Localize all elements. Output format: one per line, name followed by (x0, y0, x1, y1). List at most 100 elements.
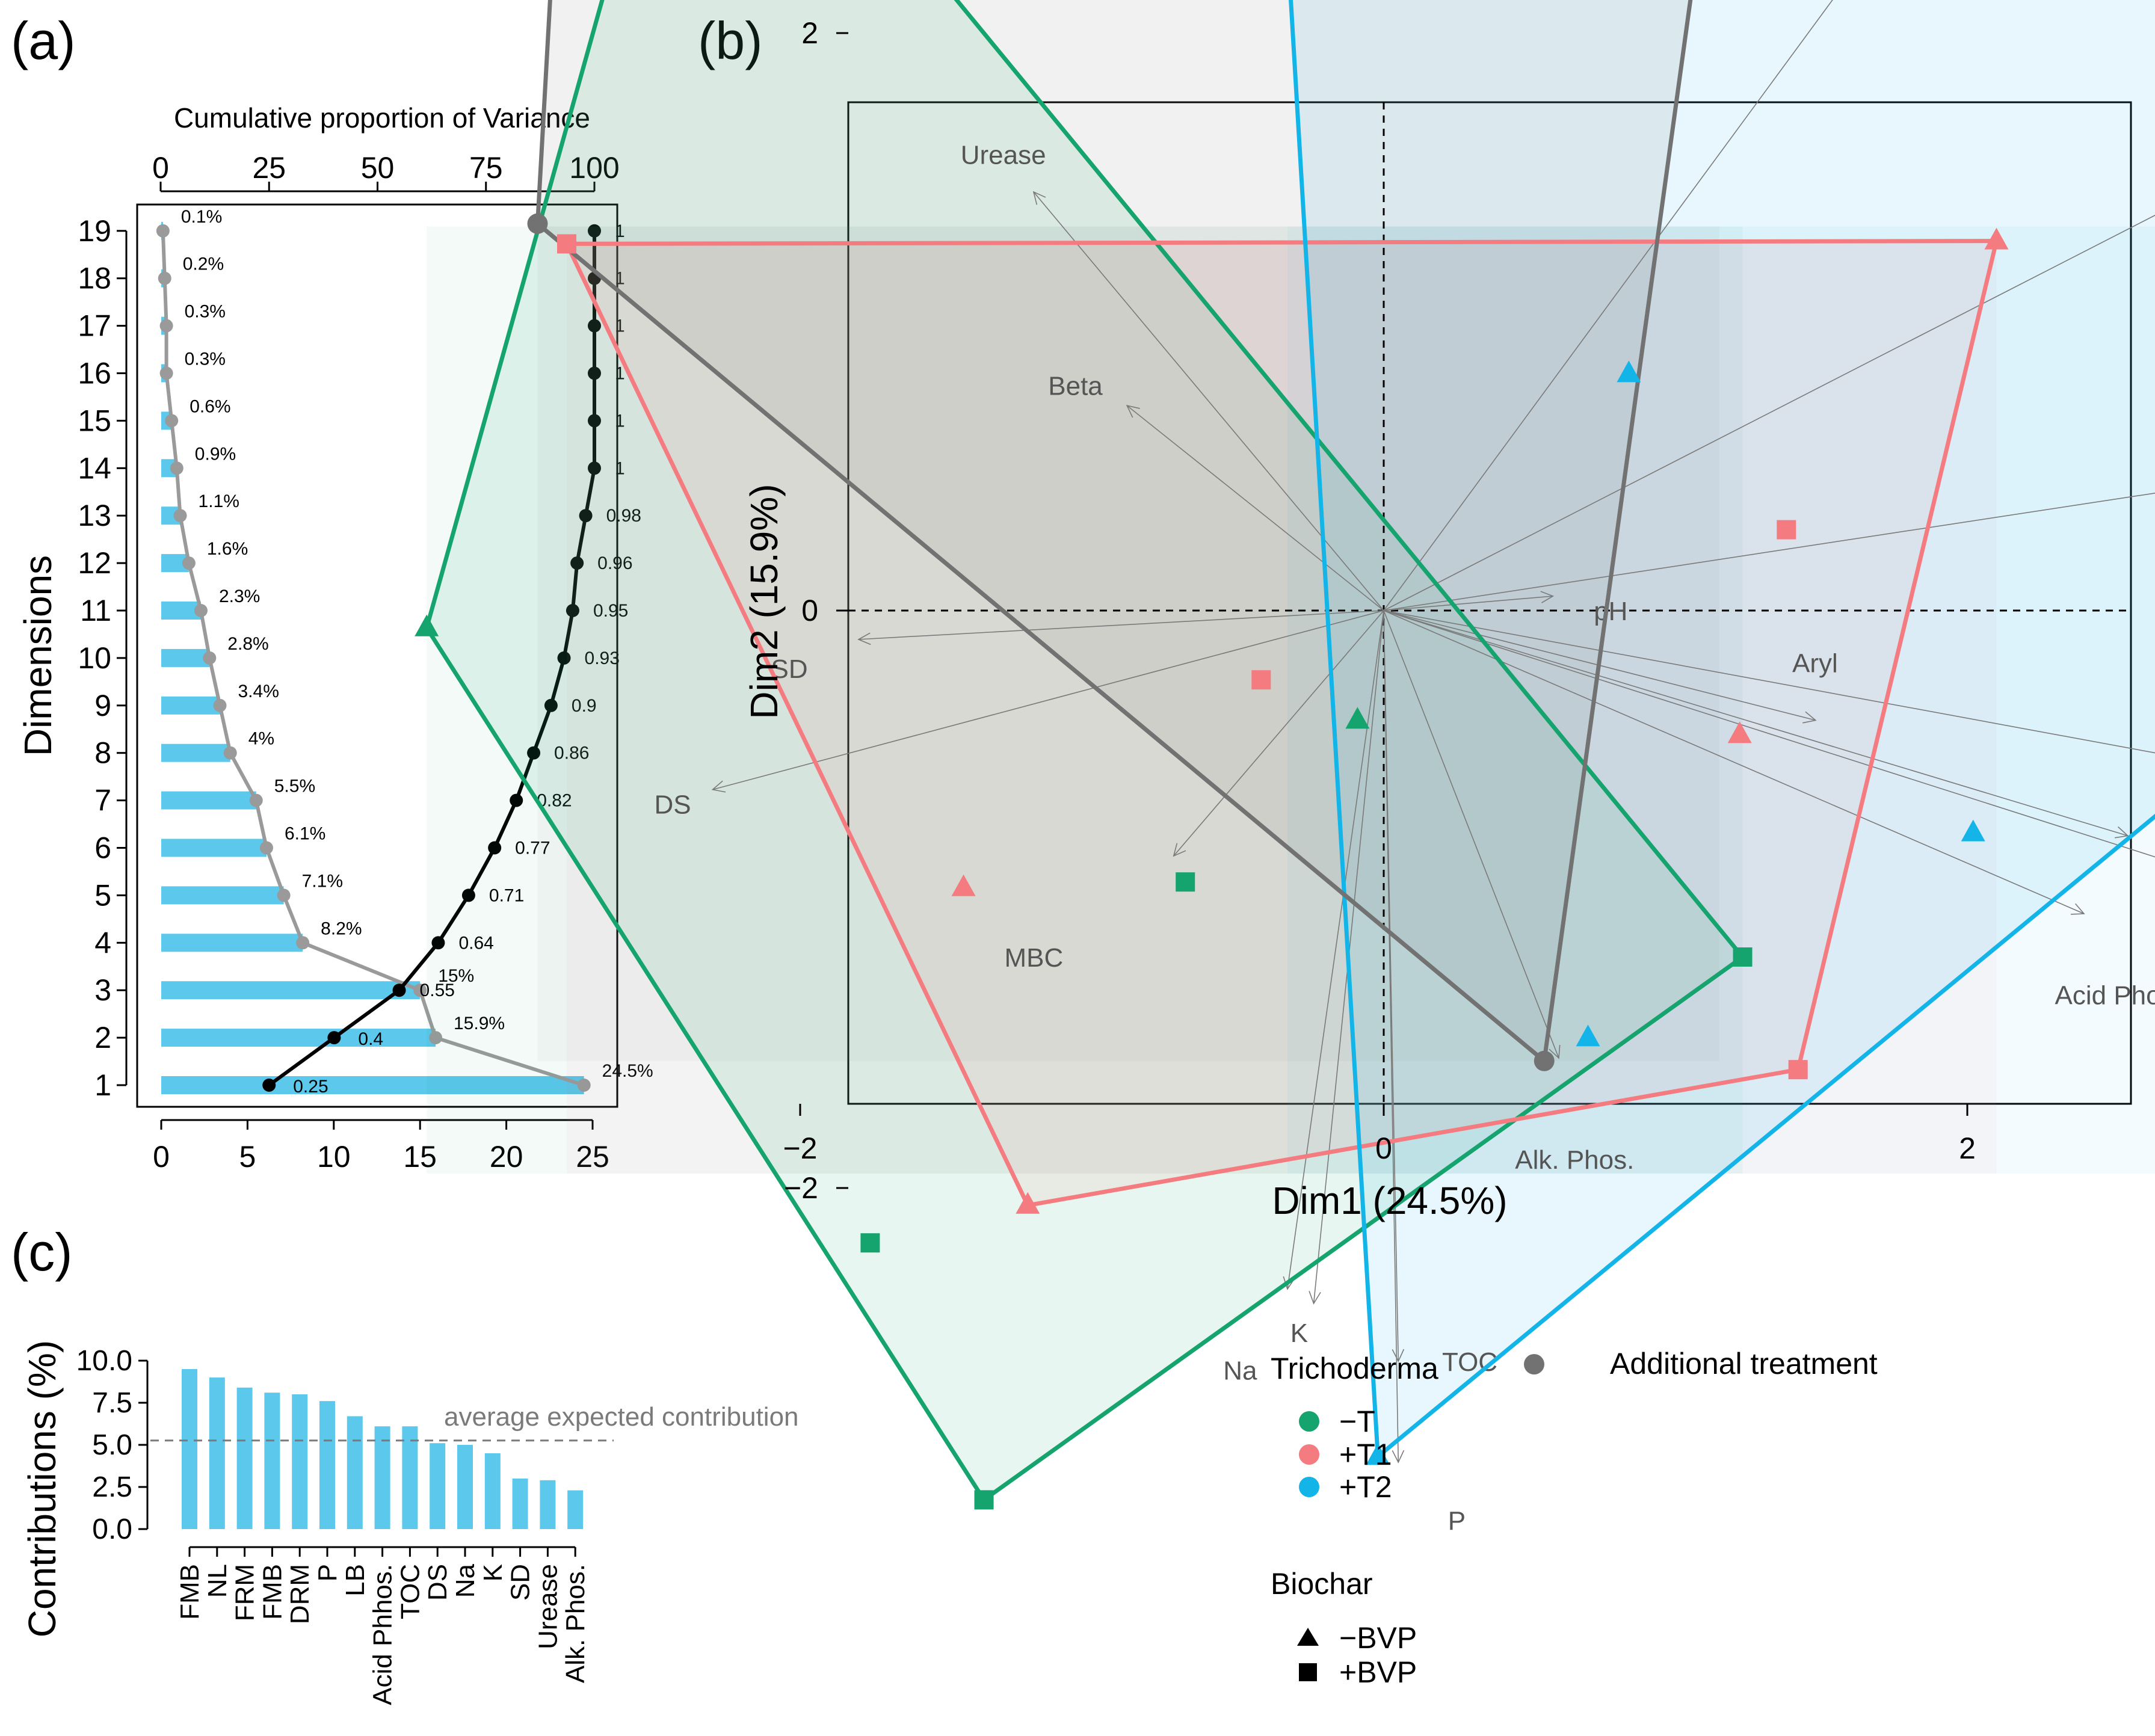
biplot-points (415, 213, 2009, 1510)
biplot-x-axis-title: Dim1 (24.5%) (1272, 1179, 1507, 1222)
variable-label: Aryl (1792, 648, 1838, 678)
cumulative-point (327, 1031, 341, 1045)
triangle-point (1016, 1192, 1040, 1214)
variance-label: 0.2% (183, 254, 224, 274)
variable-arrow (1173, 610, 1384, 857)
panel-label-a: (a) (11, 11, 76, 70)
scree-top-axis-title: Cumulative proportion of Variance (174, 102, 590, 134)
cumulative-point (431, 936, 445, 950)
legend-minusT-label: −T (1339, 1405, 1375, 1438)
top-axis-tick-label: 25 (252, 151, 286, 185)
variance-point (182, 556, 196, 570)
contribution-bars (182, 1369, 584, 1529)
y-axis-tick-label: −2 (784, 1171, 818, 1205)
legend-biochar-title: Biochar (1271, 1567, 1373, 1601)
cumulative-label: 0.64 (458, 933, 493, 953)
top-axis-tick-label: 100 (569, 151, 619, 185)
category-label: DRM (285, 1564, 315, 1624)
variance-label: 7.1% (302, 871, 343, 891)
scree-bottom-axis: 0 5 10 15 20 25 (153, 1119, 609, 1174)
cumulative-point (588, 319, 601, 333)
square-point (1176, 872, 1195, 892)
cumulative-point (527, 746, 541, 760)
legend-plusBVP-label: +BVP (1339, 1655, 1417, 1689)
variable-arrow (1383, 492, 2155, 611)
left-axis-tick-label: 7 (94, 784, 111, 817)
square-point (974, 1490, 994, 1510)
variable-arrowhead (1392, 1349, 1405, 1362)
hull-region (537, 226, 1719, 1061)
variance-label: 15% (438, 966, 474, 986)
cumulative-point (557, 651, 571, 665)
hull-outline (1289, 0, 2155, 1459)
variance-point (159, 319, 173, 333)
variable-arrow (1383, 610, 2155, 858)
cumulative-label: 0.86 (554, 743, 589, 763)
variance-bar (161, 981, 421, 1000)
contribution-bar (540, 1480, 556, 1529)
variance-label: 1.1% (199, 491, 239, 511)
square-point (1777, 520, 1796, 540)
biplot-hull-fills (427, 0, 2155, 1500)
cumulative-label: 1 (615, 269, 625, 289)
variable-arrow (1126, 405, 1384, 611)
cumulative-label: 0.96 (597, 553, 632, 573)
cumulative-point (566, 604, 579, 617)
contribution-bar (457, 1445, 473, 1529)
variance-bar (161, 1029, 436, 1047)
x-axis-tick-label: 2 (1959, 1131, 1976, 1165)
category-label: Urease (533, 1564, 563, 1649)
biplot-reference-lines (848, 102, 2131, 1104)
variance-point (173, 509, 187, 523)
legend-plusT2-marker (1299, 1477, 1319, 1497)
variance-label: 0.3% (185, 349, 226, 369)
circle-point (527, 213, 548, 234)
legend-plusT2-label: +T2 (1339, 1470, 1392, 1504)
category-label: K (478, 1564, 508, 1581)
cumulative-point (570, 556, 584, 570)
triangle-point (1576, 1024, 1600, 1047)
variable-arrow (858, 610, 1384, 640)
cumulative-point (392, 983, 406, 997)
contribution-bar (512, 1479, 528, 1529)
cumulative-point (461, 888, 475, 902)
x-axis-tick-label: 0 (1375, 1131, 1392, 1165)
variance-label: 6.1% (285, 824, 325, 844)
left-axis-tick-label: 8 (94, 736, 111, 770)
variable-arrow (1383, 610, 1559, 1059)
biplot-axes: −2024−202 (783, 16, 1976, 1205)
contribution-bar (319, 1401, 335, 1529)
cumulative-point (488, 841, 502, 855)
category-label: DS (423, 1564, 452, 1601)
legend-minusBVP-label: −BVP (1339, 1621, 1417, 1655)
cumulative-point (588, 414, 601, 428)
contribution-bar (236, 1387, 253, 1529)
cumulative-point (588, 224, 601, 238)
square-point (1733, 947, 1753, 967)
variance-point (203, 651, 217, 665)
pca-biplot: FMBUreaseNLBetaDMBpHArylSDDSFRMLBDRMAcid… (415, 0, 2155, 1536)
variable-label: Urease (961, 141, 1046, 170)
hull-outline (536, 222, 1546, 1063)
scree-plot-frame (136, 203, 618, 1108)
variable-arrowhead (1309, 1291, 1321, 1305)
variance-label: 1.6% (207, 539, 248, 559)
variable-arrowhead (857, 632, 871, 645)
cumulative-point (588, 461, 601, 475)
left-axis-tick-label: 12 (78, 546, 111, 580)
variable-arrowhead (1032, 191, 1046, 205)
left-axis-tick-label: 3 (94, 973, 111, 1007)
bottom-axis-tick-label: 0 (153, 1140, 170, 1174)
variable-label: pH (1594, 597, 1627, 626)
contribution-bar (374, 1426, 390, 1529)
variance-label: 4% (248, 729, 274, 749)
category-label: FRM (230, 1564, 260, 1621)
left-axis-tick-label: 17 (78, 309, 111, 343)
variance-bar (161, 839, 267, 857)
legend-plusBVP-marker (1299, 1663, 1317, 1681)
variable-arrowhead (1126, 405, 1140, 418)
legend-trichoderma-title: Trichoderma (1271, 1352, 1438, 1385)
cumulative-point (510, 793, 523, 807)
